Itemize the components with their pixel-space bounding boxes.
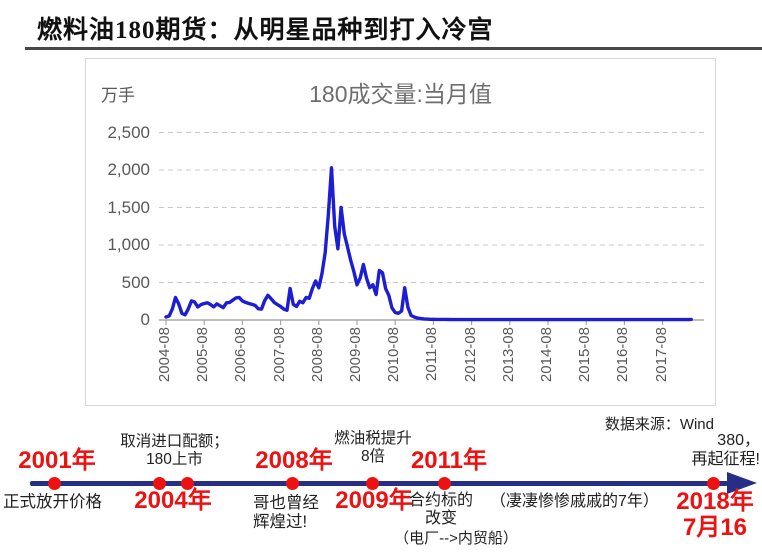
timeline-dot-2009: [366, 477, 379, 490]
timeline-dot-quota: [153, 477, 166, 490]
x-axis-tick-label: 2016-08: [614, 327, 632, 383]
timeline-dot-2011: [438, 477, 451, 490]
timeline-year-2011: 2011年: [410, 447, 488, 474]
y-axis-unit-label: 万手: [101, 86, 135, 105]
timeline-dot-2004: [181, 477, 194, 490]
volume-line-chart: [159, 132, 704, 325]
timeline-note-2008: 哥也曾经 辉煌过!: [253, 494, 319, 532]
x-axis-tick-label: 2014-08: [537, 327, 555, 383]
timeline-arrowhead-icon: [727, 472, 757, 494]
y-axis-tick-label: 2,500: [107, 122, 150, 142]
timeline-note-2009: 燃油税提升 8倍: [323, 430, 423, 466]
timeline-note-2009-line1: 燃油税提升: [334, 430, 412, 447]
timeline-note-2009-line2: 8倍: [360, 448, 386, 465]
y-axis-tick-label: 1,000: [107, 235, 150, 254]
timeline-note-2008-line2: 辉煌过!: [253, 513, 308, 531]
timeline-span-label: （凄凄惨惨戚戚的7年）: [490, 493, 659, 510]
title-underline: [25, 47, 762, 50]
x-axis-tick-label: 2017-08: [652, 327, 670, 383]
timeline-note-2004-line1: 取消进口配额；: [120, 433, 229, 450]
timeline-note-2001: 正式放开价格: [3, 493, 102, 511]
timeline-dot-2018: [707, 477, 720, 490]
x-axis-tick-label: 2009-08: [346, 327, 364, 383]
chart-panel: 180成交量:当月值 万手 0 500 1,000 1,500 2,000 2,500 2…: [85, 58, 716, 406]
timeline-line: [30, 481, 728, 486]
timeline-dot-2001: [48, 477, 61, 490]
x-axis-tick-label: 2011-08: [423, 327, 441, 381]
timeline-year-2008: 2008年: [255, 447, 333, 474]
timeline-note-2018: 380， 再起征程!: [648, 431, 760, 469]
timeline-year-2001: 2001年: [18, 447, 96, 474]
timeline-year-2004: 2004年: [134, 487, 212, 514]
x-axis-tick-label: 2008-08: [308, 327, 326, 383]
y-axis-tick-label: 1,500: [107, 197, 150, 217]
y-axis-tick-label: 500: [121, 272, 150, 292]
x-axis-tick-label: 2015-08: [576, 327, 594, 383]
timeline-year-2009: 2009年: [335, 487, 413, 514]
x-axis-tick-label: 2013-08: [499, 327, 517, 383]
y-axis-tick-label: 2,000: [107, 160, 150, 179]
y-axis-tick-label: 0: [140, 310, 150, 329]
x-axis-tick-label: 2006-08: [232, 327, 250, 383]
x-axis-tick-label: 2005-08: [194, 327, 212, 383]
timeline-note-2004: 取消进口配额； 180上市: [107, 433, 242, 469]
timeline-dot-2008: [286, 477, 299, 490]
x-axis-tick-label: 2010-08: [385, 327, 403, 383]
timeline-note-2011-line3: （电厂-->内贸船）: [394, 530, 518, 547]
timeline-note-2018-line1: 380，: [717, 432, 760, 449]
chart-title: 180成交量:当月值: [309, 81, 492, 107]
timeline-note-2004-line2: 180上市: [146, 451, 203, 468]
timeline-year-2018-line2: 7月16: [682, 514, 748, 541]
timeline-note-2011-line2: 改变: [424, 510, 457, 527]
volume-line: [164, 166, 693, 322]
timeline-year-2018: 2018年 7月16: [669, 489, 761, 541]
timeline-note-2018-line2: 再起征程!: [691, 451, 760, 468]
timeline-year-2018-line1: 2018年: [676, 488, 754, 515]
x-axis-tick-label: 2004-08: [156, 327, 173, 383]
x-axis-tick-label: 2012-08: [461, 327, 479, 383]
timeline-note-2011: 合约标的 改变: [396, 492, 486, 528]
data-source-note: 数据来源：Wind: [604, 416, 714, 433]
x-axis-tick-label: 2007-08: [270, 327, 288, 383]
timeline-note-2008-line1: 哥也曾经: [253, 494, 319, 512]
page-title: 燃料油180期货：从明星品种到打入冷宫: [37, 17, 494, 44]
timeline-note-2011-line1: 合约标的: [408, 492, 473, 509]
